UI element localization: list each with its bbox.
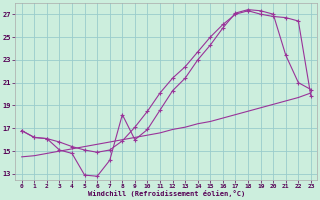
X-axis label: Windchill (Refroidissement éolien,°C): Windchill (Refroidissement éolien,°C) <box>88 190 245 197</box>
